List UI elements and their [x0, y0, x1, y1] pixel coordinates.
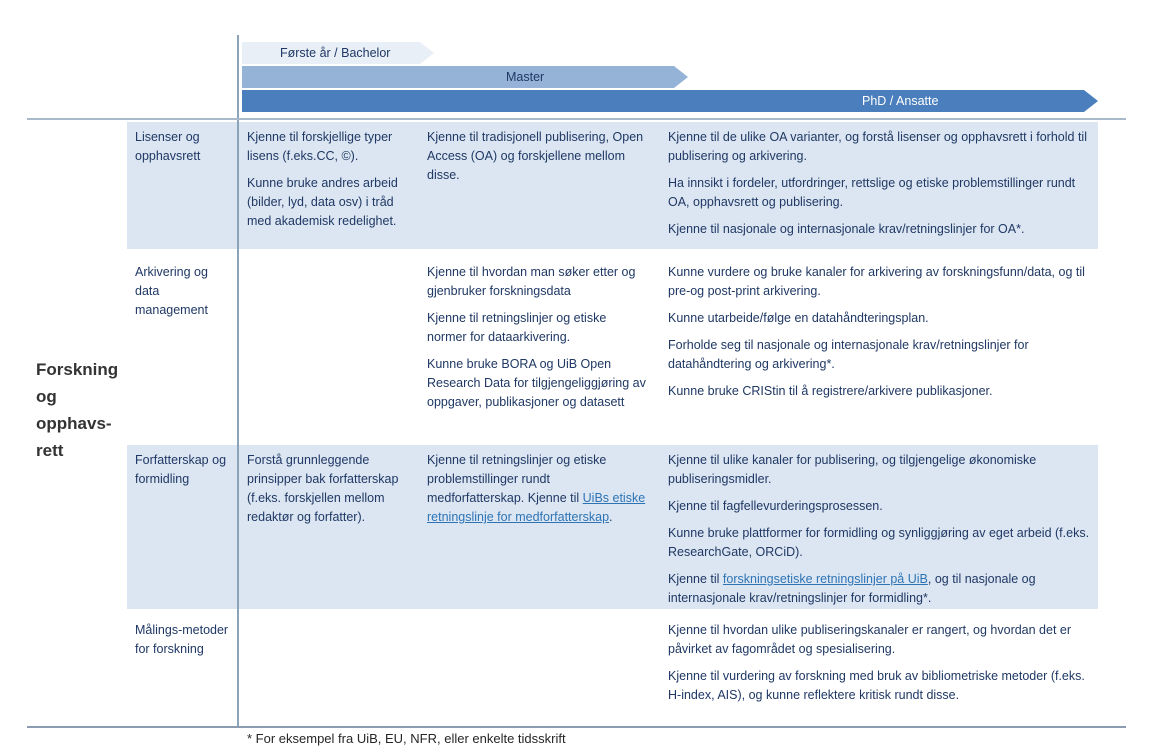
uib-etiske-retningslinje-medforfatterskap-link[interactable]: UiBs etiske retningslinje for medforfatt…	[427, 491, 646, 524]
row-highlight-lisenser	[127, 122, 1098, 249]
cell-lisenser-phd: Kjenne til de ulike OA varianter, og for…	[668, 128, 1096, 247]
cell-paragraph: Kunne bruke plattformer for formidling o…	[668, 526, 1090, 559]
cell-paragraph: Kjenne til vurdering av forskning med br…	[668, 669, 1085, 702]
cell-paragraph: Kunne bruke BORA og UiB Open Research Da…	[427, 357, 646, 409]
footnote: * For eksempel fra UiB, EU, NFR, eller e…	[247, 731, 566, 746]
level-label-bachelor: Første år / Bachelor	[280, 46, 391, 60]
cell-paragraph: Kjenne til retningslinjer og etiske prob…	[427, 451, 649, 527]
category-title-line: opphavs-	[36, 414, 112, 433]
cell-arkivering-master: Kjenne til hvordan man søker etter og gj…	[427, 263, 649, 420]
cell-forfatterskap-bachelor: Forstå grunnleggende prinsipper bak forf…	[247, 451, 417, 535]
row-label-arkivering-og-data-management: Arkivering og data management	[135, 263, 232, 328]
row-highlight-forfatterskap	[127, 445, 1098, 609]
level-arrow-master: Master	[242, 66, 688, 88]
row-label-text: Lisenser og opphavsrett	[135, 130, 201, 163]
paragraph-text: Kjenne til	[668, 572, 723, 586]
cell-lisenser-bachelor: Kjenne til forskjellige typer lisens (f.…	[247, 128, 417, 239]
level-label-master: Master	[506, 70, 545, 84]
cell-paragraph: Kunne utarbeide/følge en datahåndterings…	[668, 311, 929, 325]
cell-malingsmetoder-phd: Kjenne til hvordan ulike publiseringskan…	[668, 621, 1096, 713]
table-top-border	[27, 118, 1126, 120]
cell-paragraph: Kjenne til forskjellige typer lisens (f.…	[247, 130, 393, 163]
cell-paragraph: Kjenne til hvordan ulike publiseringskan…	[668, 623, 1072, 656]
cell-paragraph: Kjenne til fagfellevurderingsprosessen.	[668, 499, 883, 513]
cell-forfatterskap-master: Kjenne til retningslinjer og etiske prob…	[427, 451, 649, 535]
cell-paragraph: Kunne bruke CRIStin til å registrere/ark…	[668, 384, 993, 398]
row-label-text: Arkivering og data management	[135, 265, 208, 317]
paragraph-text: Kjenne til retningslinjer og etiske prob…	[427, 453, 607, 505]
cell-paragraph: Kunne vurdere og bruke kanaler for arkiv…	[668, 265, 1085, 298]
cell-arkivering-phd: Kunne vurdere og bruke kanaler for arkiv…	[668, 263, 1096, 409]
cell-forfatterskap-phd: Kjenne til ulike kanaler for publisering…	[668, 451, 1096, 616]
category-title-line: rett	[36, 441, 64, 460]
cell-paragraph: Kunne bruke andres arbeid (bilder, lyd, …	[247, 176, 398, 228]
level-label-phd-ansatte: PhD / Ansatte	[862, 94, 939, 108]
cell-paragraph: Forholde seg til nasjonale og internasjo…	[668, 338, 1029, 371]
cell-paragraph: Kjenne til hvordan man søker etter og gj…	[427, 265, 636, 298]
level-arrow-first-year-bachelor: Første år / Bachelor	[242, 42, 434, 64]
cell-paragraph: Kjenne til retningslinjer og etiske norm…	[427, 311, 607, 344]
category-title: Forskning og opphavs- rett	[36, 356, 118, 464]
cell-paragraph: Kjenne til nasjonale og internasjonale k…	[668, 222, 1025, 236]
row-label-text: Forfatterskap og formidling	[135, 453, 227, 486]
level-arrow-phd-ansatte: PhD / Ansatte	[242, 90, 1098, 112]
table-vertical-divider	[237, 35, 239, 727]
paragraph-text: , og til nasjonale og internasjonale kra…	[668, 572, 1036, 605]
table-bottom-border	[27, 726, 1126, 728]
cell-paragraph: Kjenne til tradisjonell publisering, Ope…	[427, 130, 644, 182]
cell-lisenser-master: Kjenne til tradisjonell publisering, Ope…	[427, 128, 649, 193]
category-title-line: og	[36, 387, 57, 406]
cell-paragraph: Forstå grunnleggende prinsipper bak forf…	[247, 453, 399, 524]
row-label-malingsmetoder-for-forskning: Målings-metoder for forskning	[135, 621, 232, 667]
row-label-forfatterskap-og-formidling: Forfatterskap og formidling	[135, 451, 232, 497]
category-title-line: Forskning	[36, 360, 119, 379]
row-label-lisenser-og-opphavsrett: Lisenser og opphavsrett	[135, 128, 232, 174]
cell-paragraph: Kjenne til ulike kanaler for publisering…	[668, 453, 1037, 486]
cell-paragraph: Kjenne til forskningsetiske retningslinj…	[668, 570, 1096, 608]
cell-paragraph: Ha innsikt i fordeler, utfordringer, ret…	[668, 176, 1076, 209]
cell-paragraph: Kjenne til de ulike OA varianter, og for…	[668, 130, 1087, 163]
paragraph-text: .	[609, 510, 613, 524]
row-label-text: Målings-metoder for forskning	[135, 623, 229, 656]
forskningsetiske-retningslinjer-uib-link[interactable]: forskningsetiske retningslinjer på UiB	[722, 572, 928, 586]
